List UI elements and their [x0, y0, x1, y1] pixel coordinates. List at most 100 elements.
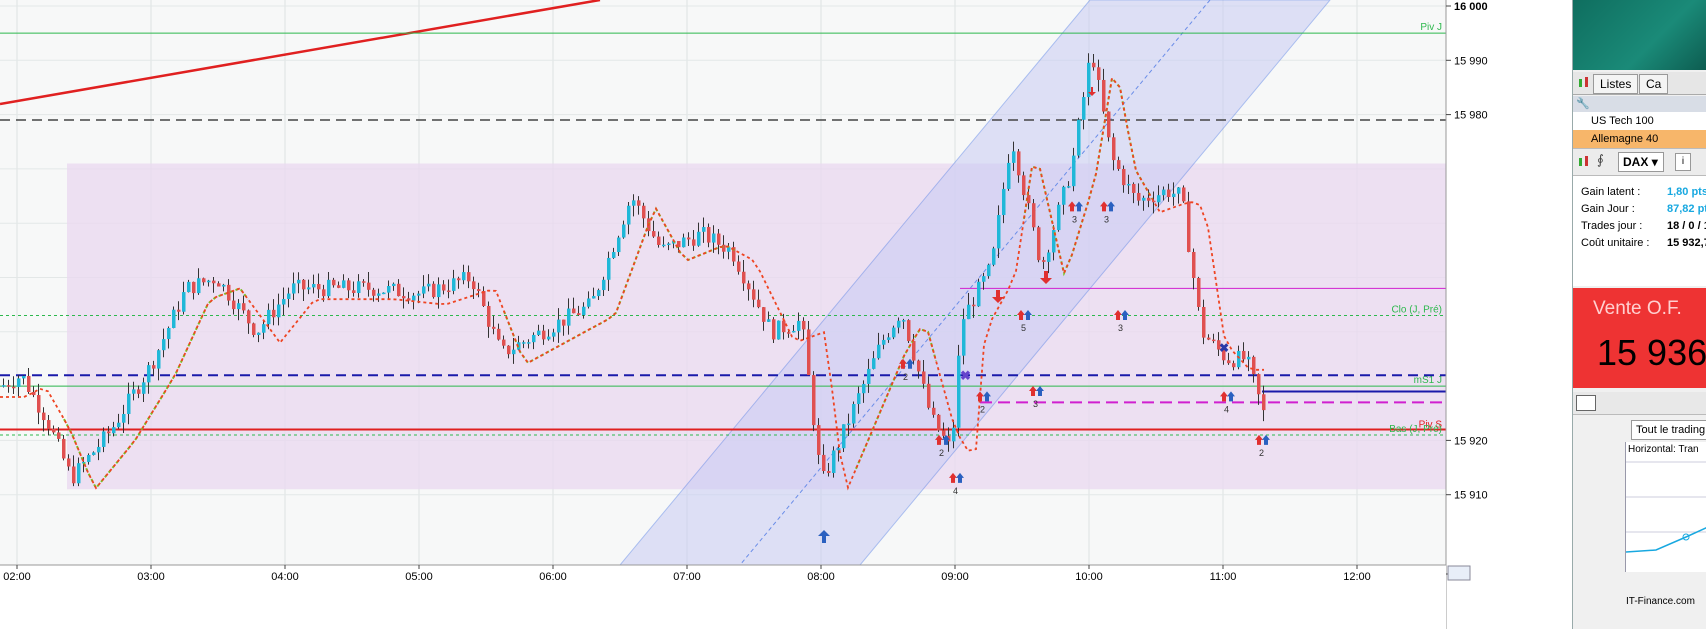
level-label: Piv J	[1420, 22, 1442, 33]
candle-body	[2, 385, 6, 387]
moving-average-line	[63, 287, 249, 490]
candle-body	[637, 200, 641, 206]
signal-arrow-icon	[1220, 391, 1228, 402]
brand-label: IT-Finance.com	[1626, 596, 1695, 607]
price-axis	[1446, 0, 1572, 629]
stat-gain-latent: Gain latent : 1,80 pts	[1581, 184, 1706, 200]
price-chart[interactable]: Piv J Clo (J, Pré) mS1 J Piv S Bas (J, Pré) 2…	[0, 0, 1572, 629]
candle-body	[727, 247, 731, 252]
signal-arrow-icon	[1029, 385, 1037, 396]
mini-toolbar	[1573, 392, 1706, 415]
range-select[interactable]: Tout le trading	[1631, 420, 1706, 440]
candle-body	[1062, 186, 1066, 205]
candle-body	[627, 205, 631, 225]
stat-value: 15 932,7	[1667, 237, 1706, 249]
candle-body	[567, 308, 571, 326]
candle-body	[467, 272, 471, 282]
sidebar-tab-bar: Listes Ca	[1573, 72, 1706, 95]
candle-body	[807, 329, 811, 376]
channel-median-line	[739, 0, 1211, 566]
sell-order-button[interactable]: Vente O.F. 15 936	[1573, 288, 1706, 388]
watchlist-header: 🔧	[1573, 96, 1706, 113]
candle-body	[482, 291, 486, 306]
level-label: mS1 J	[1414, 375, 1442, 386]
candle-body	[712, 233, 716, 243]
candle-body	[12, 386, 16, 389]
candle-body	[1157, 195, 1161, 203]
candle-body	[292, 283, 296, 294]
watchlist-item-allemagne[interactable]: Allemagne 40	[1573, 130, 1706, 148]
candle-body	[452, 278, 456, 291]
candle-body	[1042, 260, 1046, 262]
candle-body	[192, 281, 196, 294]
candle-body	[137, 389, 141, 394]
candle-body	[677, 240, 681, 248]
candle-body	[577, 313, 581, 316]
close-marker-icon: ✖	[960, 368, 971, 383]
candle-body	[457, 278, 461, 281]
candles-icon[interactable]	[1577, 155, 1591, 169]
signal-arrow-icon	[949, 472, 957, 483]
candle-body	[27, 375, 31, 393]
candle-body	[92, 452, 96, 455]
watchlist-item-label: Allemagne 40	[1591, 133, 1659, 145]
candle-body	[57, 432, 61, 439]
candle-body	[932, 407, 936, 415]
watchlist-item-us-tech[interactable]: US Tech 100	[1573, 112, 1706, 130]
tab-ca[interactable]: Ca	[1639, 74, 1669, 94]
indicator-icon[interactable]: ∮	[1597, 152, 1604, 167]
candle-body	[1087, 62, 1091, 98]
candle-body	[492, 326, 496, 329]
candle-body	[62, 438, 66, 459]
candle-body	[1132, 183, 1136, 193]
candle-body	[152, 365, 156, 369]
candle-body	[652, 231, 656, 237]
table-icon[interactable]	[1576, 395, 1596, 411]
candle-body	[427, 283, 431, 287]
candle-body	[737, 261, 741, 272]
candle-body	[922, 371, 926, 384]
candle-body	[402, 296, 406, 299]
candle-body	[1197, 278, 1201, 307]
candle-body	[857, 393, 861, 405]
candle-body	[107, 431, 111, 434]
candle-body	[952, 427, 956, 442]
candle-body	[307, 287, 311, 290]
wrench-icon[interactable]: 🔧	[1576, 98, 1590, 110]
candle-body	[1137, 192, 1141, 201]
candle-body	[122, 413, 126, 423]
info-icon[interactable]: i	[1675, 153, 1691, 171]
order-price: 15 936	[1597, 332, 1706, 373]
candle-body	[762, 307, 766, 322]
chevron-down-icon: ▾	[1651, 155, 1658, 169]
candle-body	[992, 248, 996, 265]
stat-label: Gain Jour :	[1581, 203, 1635, 215]
instrument-select[interactable]: DAX ▾	[1618, 152, 1664, 172]
tab-listes[interactable]: Listes	[1593, 74, 1639, 94]
axis-settings-button[interactable]	[1447, 565, 1471, 581]
signal-arrow-icon	[942, 434, 950, 445]
candle-body	[297, 279, 301, 284]
stat-gain-jour: Gain Jour : 87,82 pts	[1581, 201, 1706, 217]
sell-arrow-icon	[992, 290, 1004, 303]
candles-icon[interactable]	[1577, 76, 1591, 90]
candle-body	[227, 284, 231, 301]
candle-body	[782, 320, 786, 333]
signal-arrow-icon	[976, 391, 984, 402]
candle-body	[132, 389, 136, 394]
signal-mark-label: 3	[1072, 214, 1077, 224]
candle-body	[507, 345, 511, 355]
candle-body	[512, 349, 516, 355]
candle-body	[757, 299, 761, 308]
sell-arrow-icon	[1040, 271, 1052, 284]
instrument-bar: ∮ DAX ▾ i	[1573, 148, 1706, 176]
candle-body	[252, 323, 256, 335]
candle-body	[742, 271, 746, 284]
signal-arrow-icon	[1068, 201, 1076, 212]
candle-body	[232, 300, 236, 310]
candle-body	[162, 339, 166, 351]
candle-body	[522, 342, 526, 344]
candle-body	[962, 319, 966, 356]
signal-mark-label: 4	[953, 486, 958, 496]
